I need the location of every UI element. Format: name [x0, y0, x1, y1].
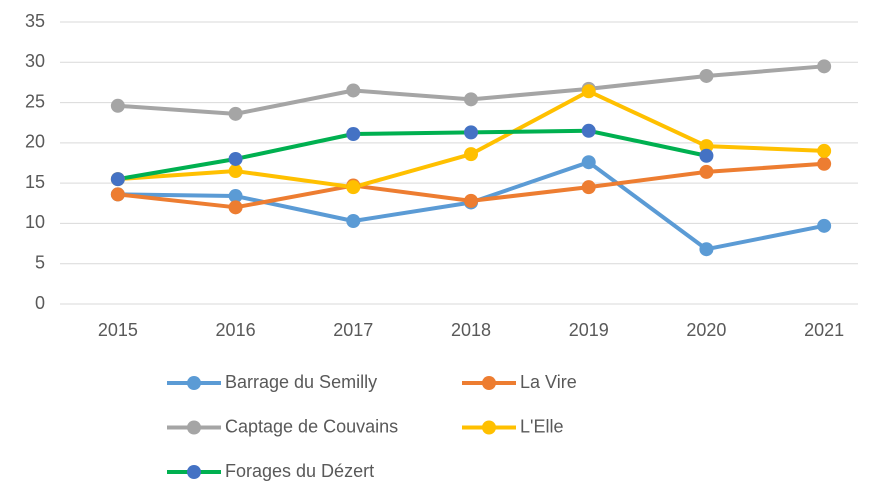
marker: [464, 147, 478, 162]
marker: [346, 126, 361, 141]
marker: [110, 98, 125, 113]
marker: [464, 125, 478, 140]
legend-label: La Vire: [520, 372, 577, 392]
y-tick-label: 5: [35, 252, 45, 272]
y-tick-label: 25: [25, 91, 45, 111]
legend-marker: [187, 465, 201, 479]
series-line: [117, 128, 707, 182]
marker: [699, 242, 714, 257]
x-tick-label: 2017: [333, 320, 373, 340]
y-tick-label: 0: [35, 293, 45, 313]
marker: [228, 151, 243, 166]
legend-label: Barrage du Semilly: [225, 372, 377, 392]
x-tick-label: 2015: [98, 320, 138, 340]
marker: [817, 59, 832, 74]
x-tick-label: 2019: [569, 320, 609, 340]
marker: [464, 193, 478, 208]
legend-marker: [482, 376, 496, 390]
marker: [581, 180, 596, 195]
series-line: [117, 64, 825, 116]
y-tick-label: 15: [25, 172, 45, 192]
marker: [817, 156, 832, 171]
marker: [699, 148, 714, 163]
marker: [228, 106, 243, 121]
marker: [699, 68, 714, 83]
marker: [699, 164, 714, 179]
y-tick-label: 10: [25, 212, 45, 232]
x-tick-label: 2020: [686, 320, 726, 340]
legend-label: L'Elle: [520, 416, 563, 436]
y-tick-label: 20: [25, 132, 45, 152]
legend-label: Forages du Dézert: [225, 461, 374, 481]
marker: [464, 92, 478, 107]
marker: [346, 214, 361, 229]
y-tick-label: 35: [25, 11, 45, 31]
marker: [110, 187, 125, 202]
marker: [346, 83, 361, 98]
marker: [228, 200, 243, 215]
x-tick-label: 2021: [804, 320, 844, 340]
marker: [228, 164, 243, 179]
marker: [581, 84, 596, 99]
marker: [817, 143, 832, 158]
marker: [581, 123, 596, 138]
x-tick-label: 2018: [451, 320, 491, 340]
marker: [228, 189, 243, 204]
legend-marker: [187, 420, 201, 435]
marker: [699, 139, 714, 154]
marker: [581, 155, 596, 170]
legend-marker: [482, 420, 496, 435]
x-tick-label: 2016: [216, 320, 256, 340]
legend-marker: [187, 376, 201, 390]
y-tick-label: 30: [25, 51, 45, 71]
marker: [346, 180, 361, 195]
marker: [817, 218, 832, 233]
legend-label: Captage de Couvains: [225, 416, 398, 436]
marker: [110, 172, 125, 187]
